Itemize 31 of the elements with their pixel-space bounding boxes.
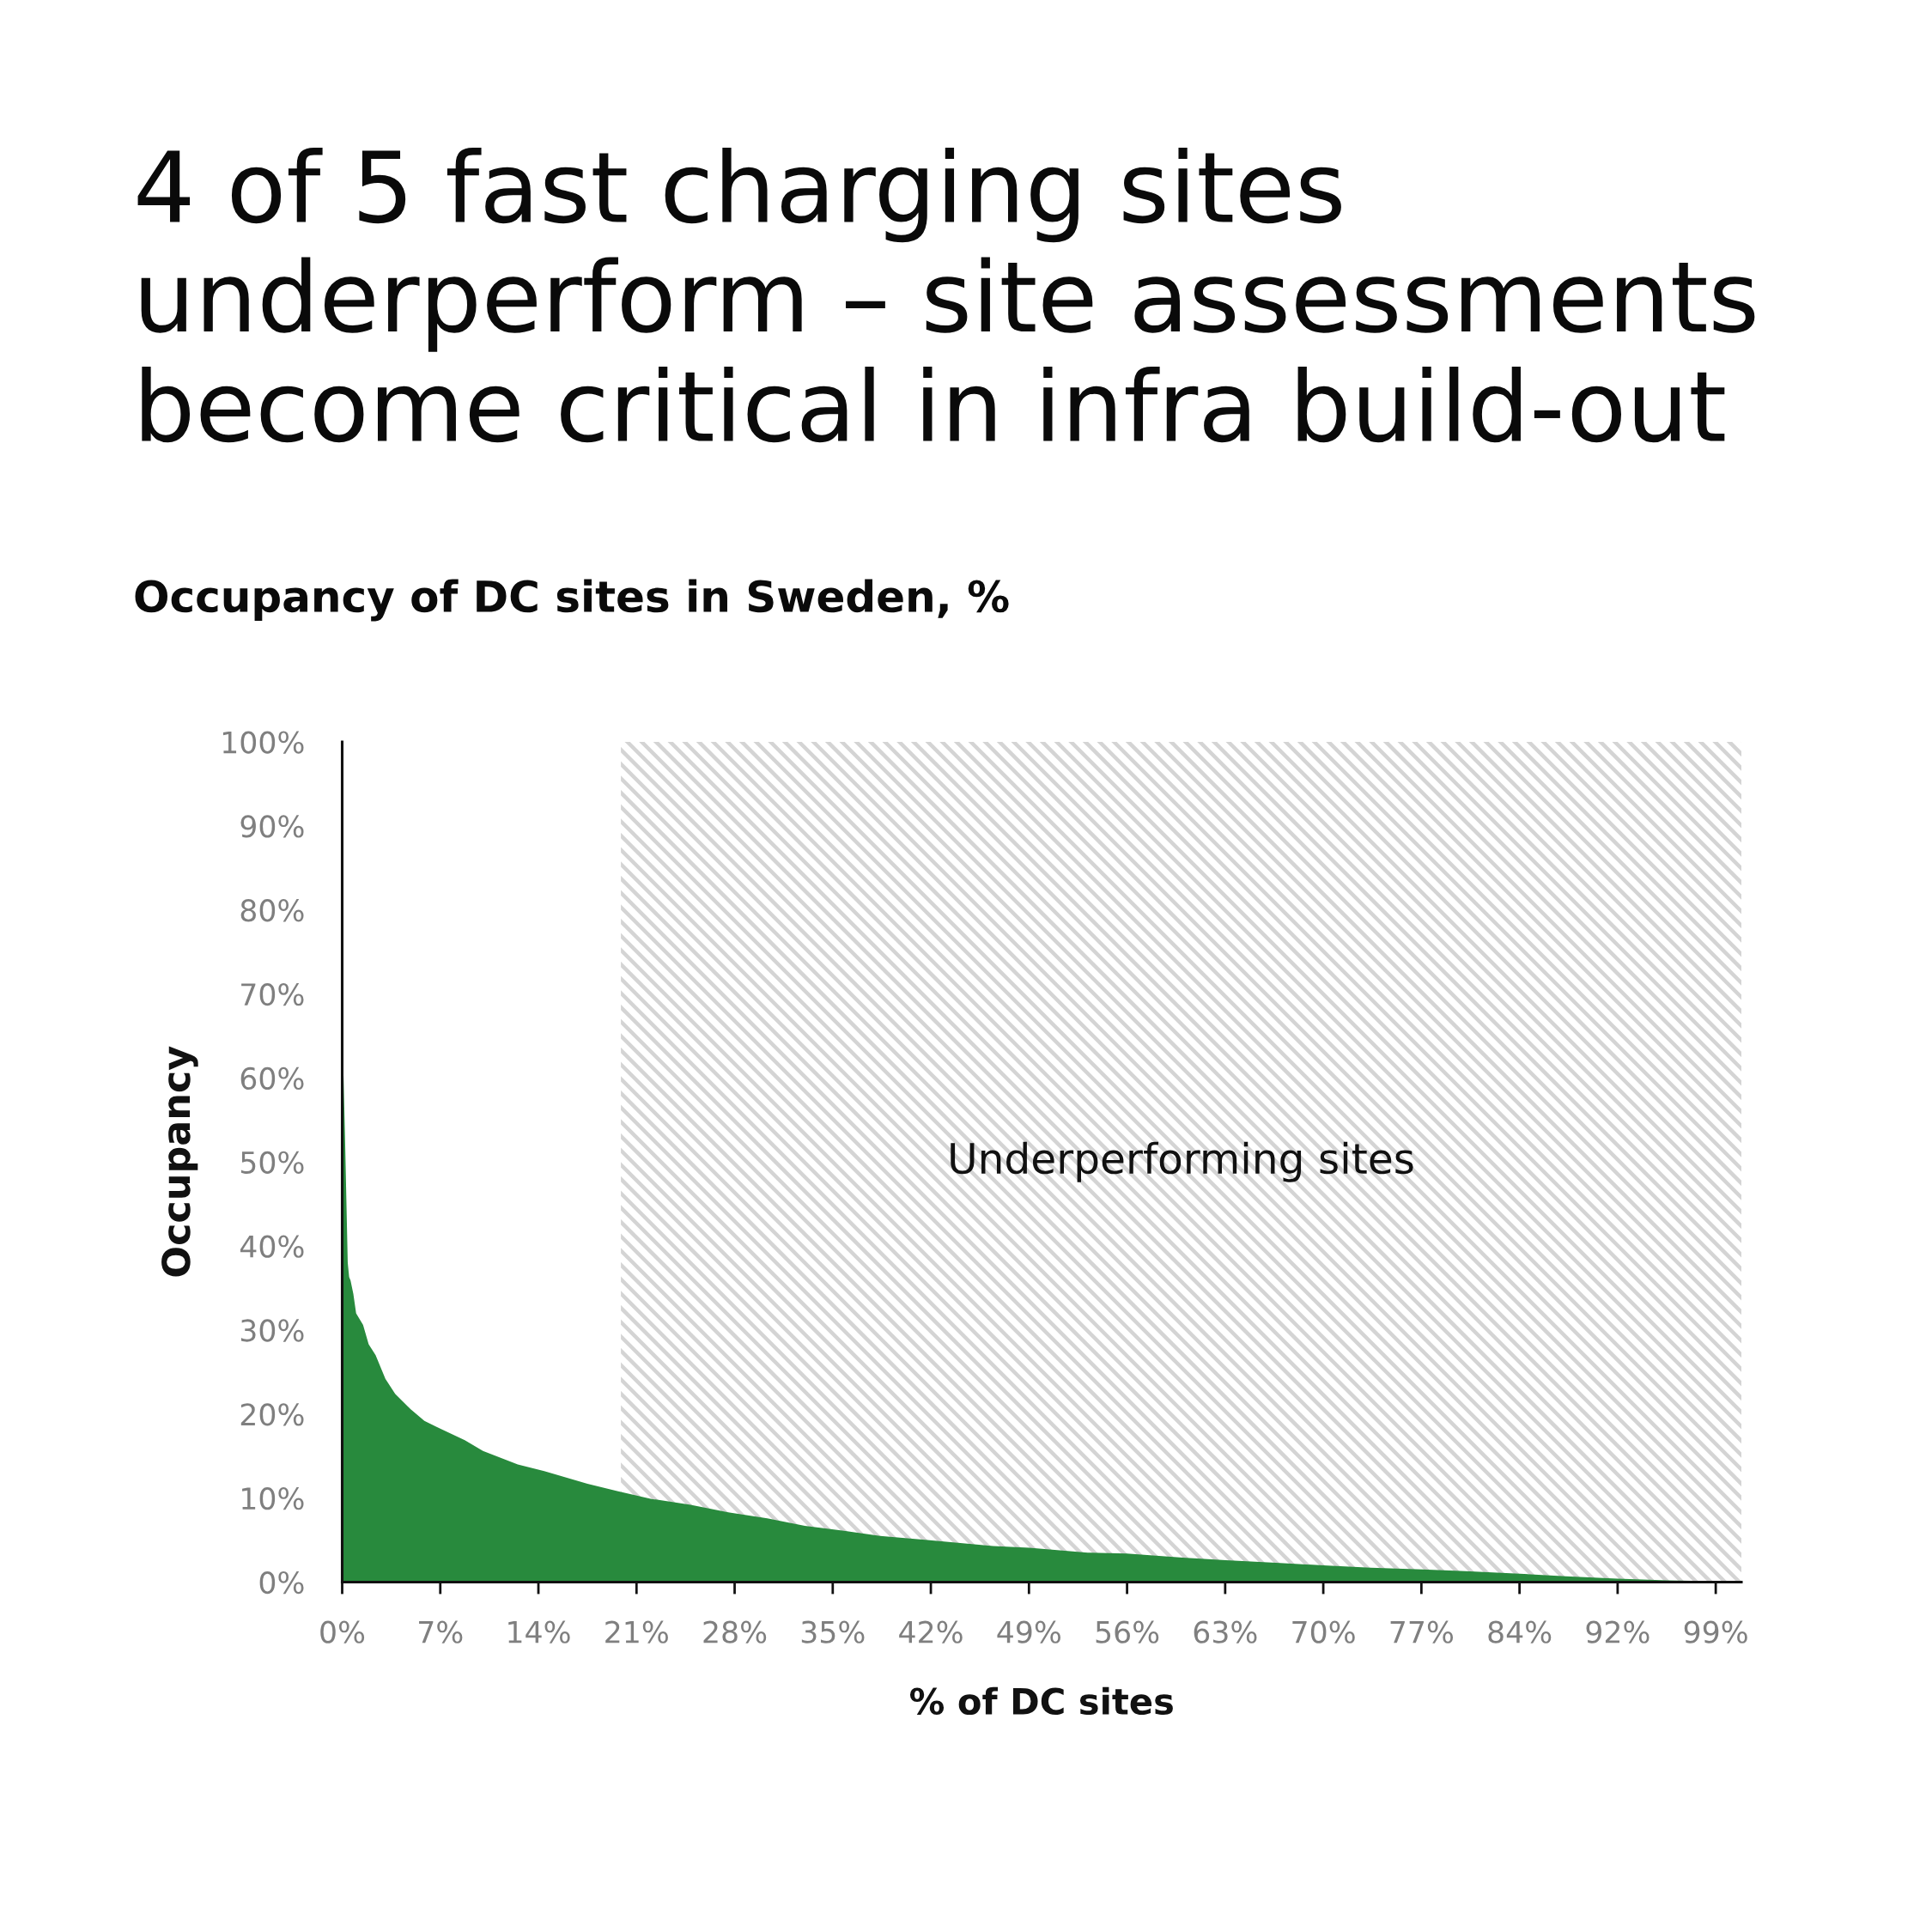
y-tick-label: 40% xyxy=(240,1235,304,1258)
x-tick-label: 0% xyxy=(320,1620,365,1643)
x-tick-label: 77% xyxy=(1390,1620,1454,1643)
x-tick-label: 99% xyxy=(1684,1620,1747,1643)
chart-title: 4 of 5 fast charging sites underperform – site assessments become critical in infra build-out xyxy=(137,148,1755,443)
y-tick-label: 20% xyxy=(240,1403,304,1426)
x-tick-label: 35% xyxy=(801,1620,865,1643)
y-tick-label: 50% xyxy=(240,1151,304,1174)
y-tick-label: 80% xyxy=(240,899,304,922)
y-tick-label: 60% xyxy=(240,1066,304,1091)
x-tick-label: 7% xyxy=(419,1620,463,1643)
x-tick-label: 49% xyxy=(997,1620,1060,1643)
x-tick-label: 92% xyxy=(1586,1620,1649,1643)
y-tick-label: 10% xyxy=(242,1487,304,1510)
band-label: Underperforming sites xyxy=(951,1141,1413,1182)
x-tick-label: 56% xyxy=(1096,1620,1159,1643)
chart-subtitle: Occupancy of DC sites in Sweden, % xyxy=(135,579,1009,622)
x-tick-label: 70% xyxy=(1292,1620,1355,1643)
x-tick-label: 14% xyxy=(508,1620,570,1643)
x-tick-label: 63% xyxy=(1194,1620,1257,1643)
x-tick-label: 21% xyxy=(605,1620,668,1643)
y-tick-label: 70% xyxy=(241,982,304,1006)
y-tick-label: 90% xyxy=(240,815,304,838)
y-tick-label: 30% xyxy=(240,1319,304,1342)
x-tick-label: 42% xyxy=(899,1620,963,1643)
y-tick-label: 100% xyxy=(222,731,304,754)
y-tick-label: 0% xyxy=(259,1571,304,1595)
x-tick-label: 28% xyxy=(703,1620,767,1643)
x-tick-label: 84% xyxy=(1488,1620,1552,1643)
y-axis-title: Occupancy xyxy=(161,1046,198,1277)
x-axis-title: % of DC sites xyxy=(909,1686,1173,1716)
